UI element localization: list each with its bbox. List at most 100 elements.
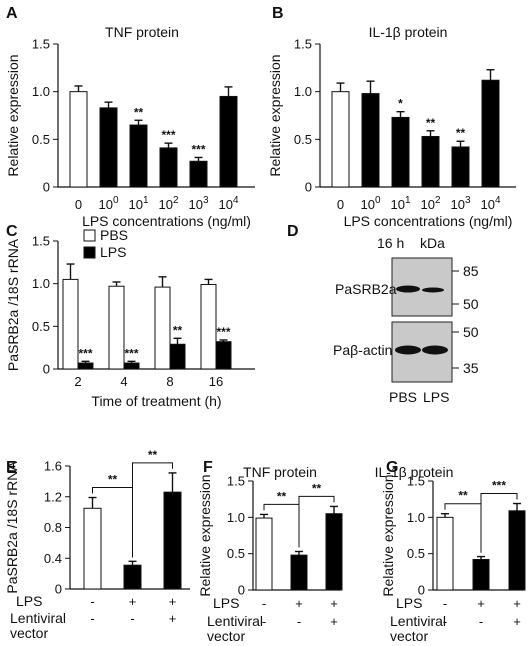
condition-sign-g: + — [513, 596, 521, 611]
bar-c — [108, 285, 125, 370]
y-tick-label-f: 0 — [238, 583, 245, 598]
bar-g — [436, 516, 454, 591]
panel-f: F TNF protein 0 0.5 1.0 1.5 Relative expressio… — [197, 459, 343, 644]
condition-sign-f: - — [297, 614, 301, 629]
blot-lane-label-lps: LPS — [423, 389, 449, 405]
bar-e — [163, 491, 182, 590]
bar-a — [99, 107, 118, 188]
band-pasrb2a-lps — [422, 287, 444, 293]
blot-marker-50-upper: 50 — [463, 296, 479, 312]
x-tick-label-c: 8 — [166, 374, 173, 389]
condition-sign-f: + — [330, 596, 338, 611]
y-tick-label-b: 0 — [305, 180, 312, 195]
blot-lane-label-pbs: PBS — [389, 389, 417, 405]
panel-letter-a: A — [6, 5, 18, 22]
panel-a: A TNF protein 0 0.5 1.0 1.5 Relative expressio… — [5, 5, 255, 229]
chart-title-f: TNF protein — [243, 464, 317, 480]
condition-sign-g: - — [443, 614, 447, 629]
x-tick-label-b: 101 — [390, 195, 410, 212]
legend-label-lps: LPS — [100, 244, 126, 260]
legend-swatch-lps — [83, 246, 96, 259]
x-tick-label-b: 103 — [450, 195, 470, 212]
bar-c — [200, 284, 217, 370]
comparison-label-f: ** — [312, 481, 322, 495]
y-tick-label-b: 0.5 — [294, 132, 312, 147]
bar-b — [421, 135, 440, 188]
x-tick-label-b: 0 — [337, 197, 344, 212]
bar-b — [331, 91, 350, 188]
significance-a: ** — [134, 105, 144, 119]
bar-g — [508, 510, 526, 591]
bar-f — [325, 513, 343, 591]
x-axis-label-a: LPS concentrations (ng/ml) — [82, 213, 251, 229]
condition-sign-e: + — [169, 594, 177, 609]
bar-b — [481, 79, 500, 188]
condition-sign-f: - — [262, 596, 266, 611]
comparison-bracket-g — [480, 493, 518, 553]
y-tick-label-f: 0.5 — [227, 546, 245, 561]
condition-sign-g: + — [513, 614, 521, 629]
x-axis-label-c: Time of treatment (h) — [91, 393, 221, 409]
panel-letter-d: D — [287, 223, 299, 240]
y-tick-label-a: 0 — [43, 180, 50, 195]
y-axis-label-a: Relative expression — [5, 54, 21, 176]
x-tick-label-c: 16 — [209, 374, 223, 389]
blot-marker-85: 85 — [463, 263, 479, 279]
panel-letter-b: B — [272, 5, 284, 22]
bar-c — [62, 278, 79, 370]
y-tick-label-e: 1.2 — [44, 489, 62, 504]
comparison-label-e: ** — [148, 448, 158, 462]
y-tick-label-g: 0 — [418, 583, 425, 598]
condition-sign-e: - — [90, 594, 94, 609]
condition-row-label-g: vector — [390, 628, 428, 644]
significance-b: * — [398, 97, 403, 111]
legend-swatch-pbs — [83, 229, 96, 242]
y-tick-label-b: 1.0 — [294, 84, 312, 99]
bar-f — [290, 554, 308, 591]
panel-letter-c: C — [6, 223, 18, 240]
y-tick-label-e: 0 — [55, 582, 62, 597]
condition-sign-f: - — [262, 614, 266, 629]
y-tick-label-g: 0.5 — [407, 546, 425, 561]
bar-f — [255, 517, 273, 591]
y-tick-label-c: 0 — [43, 362, 50, 377]
panel-d-western-blot: D 16 h kDa PaSRB2a 85 50 Paβ-actin 50 35… — [287, 223, 479, 405]
y-tick-label-f: 1.0 — [227, 510, 245, 525]
bar-c — [123, 362, 140, 370]
y-axis-label-e: PaSRB2a /18S rRNA — [4, 461, 20, 594]
bar-a — [69, 91, 88, 188]
y-tick-label-g: 1.5 — [407, 474, 425, 489]
bar-a — [159, 147, 178, 188]
y-tick-label-e: 0.4 — [44, 551, 62, 566]
comparison-label-g: *** — [492, 479, 506, 493]
significance-c: *** — [78, 346, 92, 360]
y-axis-label-b: Relative expression — [267, 54, 283, 176]
condition-sign-g: - — [443, 596, 447, 611]
condition-sign-g: + — [477, 596, 485, 611]
blot-marker-35: 35 — [463, 360, 479, 376]
y-axis-label-g: Relative expression — [380, 474, 396, 596]
condition-row-label-f: Lentiviral — [207, 613, 263, 629]
condition-row-label-e: vector — [10, 625, 48, 641]
bar-e — [123, 564, 142, 590]
y-tick-label-c: 0.5 — [32, 319, 50, 334]
condition-sign-e: - — [130, 611, 134, 626]
significance-c: ** — [173, 323, 183, 337]
comparison-label-g: ** — [458, 489, 468, 503]
chart-title-b: IL-1β protein — [369, 24, 448, 40]
x-tick-label-b: 102 — [420, 195, 440, 212]
bar-c — [154, 286, 171, 370]
condition-sign-e: - — [90, 611, 94, 626]
band-actin-pbs — [395, 345, 421, 355]
y-tick-label-e: 0.8 — [44, 520, 62, 535]
bar-a — [189, 160, 208, 188]
y-tick-label-b: 1.5 — [294, 37, 312, 52]
condition-row-label-f: vector — [207, 628, 245, 644]
condition-row-label-e: Lentiviral — [10, 610, 66, 626]
x-tick-label-a: 104 — [218, 195, 238, 212]
y-tick-label-g: 1.0 — [407, 510, 425, 525]
panel-letter-g: G — [386, 459, 398, 476]
significance-b: ** — [426, 116, 436, 130]
bar-b — [451, 146, 470, 188]
